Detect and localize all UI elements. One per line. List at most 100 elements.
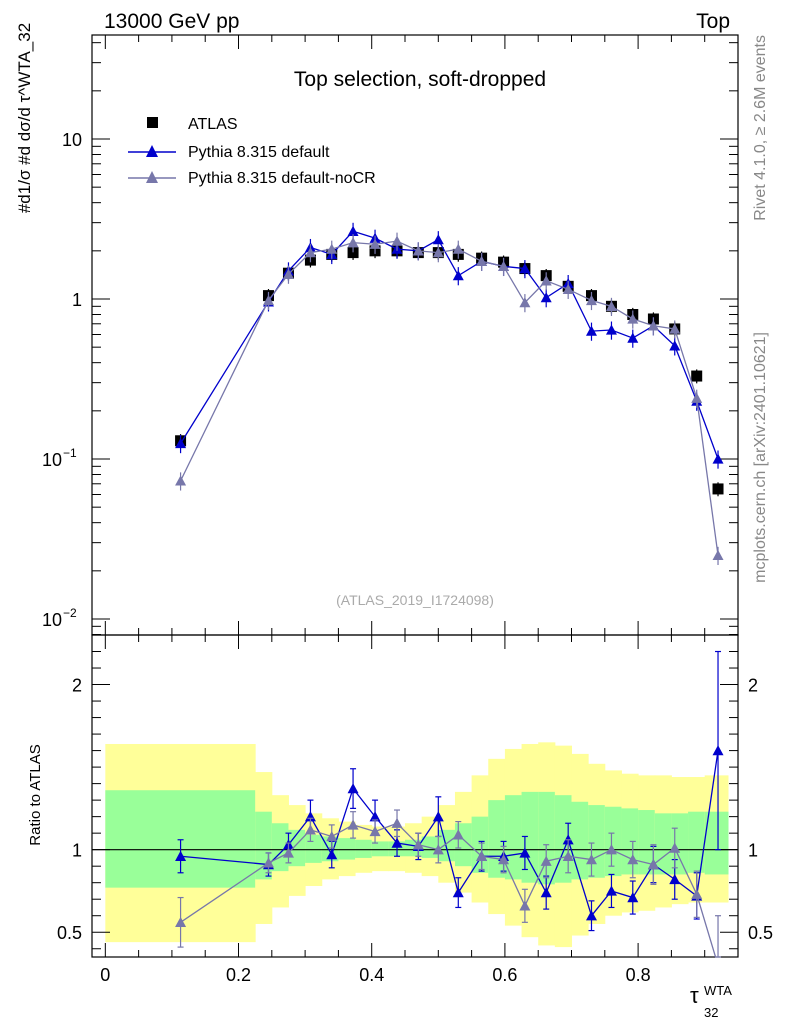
series-line-2 <box>179 240 719 556</box>
point-main-2 <box>432 247 444 258</box>
point-main-2 <box>391 235 403 246</box>
green-band-bin <box>338 838 356 860</box>
green-band-bin <box>654 813 672 875</box>
point-main-1 <box>452 270 464 281</box>
point-main-1 <box>627 332 639 343</box>
point-main-2 <box>669 323 681 334</box>
y-tick-label-ratio: 1 <box>72 841 82 861</box>
y-tick-label-ratio-right: 1 <box>748 841 758 861</box>
point-main-1 <box>432 234 444 245</box>
green-band-bin <box>255 811 273 880</box>
point-main-2 <box>540 275 552 286</box>
point-main-2 <box>647 320 659 331</box>
point-ratio-2 <box>175 916 187 927</box>
green-band-bin <box>688 811 706 873</box>
y-axis-title-ratio: Ratio to ATLAS <box>27 744 44 845</box>
point-main-2 <box>476 255 488 266</box>
legend: ATLAS Pythia 8.315 default Pythia 8.315 … <box>128 116 376 187</box>
y-axis-title-main: #d1/σ #d dσ/d τ^WTA_32 <box>15 23 34 213</box>
green-band-bin <box>471 816 489 873</box>
legend-marker-atlas <box>147 117 158 128</box>
point-ratio-1 <box>669 873 681 885</box>
point-main-1 <box>519 263 531 274</box>
point-ratio-2 <box>304 824 316 835</box>
green-band-bin <box>305 834 323 863</box>
x-axis-title-sub: 32 <box>704 1005 718 1020</box>
point-ratio-2 <box>262 857 274 868</box>
green-band-bin <box>638 810 656 875</box>
point-main-2 <box>712 549 724 561</box>
x-tick-label: 0.6 <box>492 965 517 985</box>
series-line-1 <box>180 230 719 460</box>
point-main-2 <box>369 238 381 249</box>
point-ratio-1 <box>585 910 597 921</box>
point-main-2 <box>412 245 424 256</box>
point-main-1 <box>347 225 359 236</box>
point-ratio-1 <box>519 847 531 858</box>
legend-label-default: Pythia 8.315 default <box>188 144 330 161</box>
point-main-2 <box>691 392 703 403</box>
point-ratio-2 <box>412 839 424 850</box>
point-ratio-1 <box>432 811 444 822</box>
y-tick-label-main: 10 <box>62 130 82 150</box>
point-main-1 <box>669 340 681 351</box>
green-band-bin <box>704 811 729 875</box>
y-tick-label-ratio: 2 <box>72 676 82 696</box>
x-tick-label: 0.2 <box>226 965 251 985</box>
plot-title: Top selection, soft-dropped <box>294 68 546 91</box>
point-main-2 <box>347 237 359 248</box>
y-tick-exponent-main: −1 <box>63 446 77 460</box>
point-ratio-2 <box>347 819 359 830</box>
ratio-plot-frame <box>91 634 739 958</box>
green-band-bin <box>671 813 689 875</box>
point-main-2 <box>282 268 294 279</box>
green-band-bin <box>488 800 506 878</box>
point-ratio-2 <box>519 900 531 911</box>
y-tick-exponent-main: −2 <box>63 606 77 620</box>
point-main-1 <box>175 437 187 449</box>
point-ratio-1 <box>175 850 187 861</box>
green-band-bin <box>521 791 539 883</box>
point-ratio-2 <box>282 847 294 858</box>
green-band-bin <box>604 806 622 877</box>
point-ratio-2 <box>585 854 597 865</box>
point-ratio-2 <box>452 829 464 840</box>
analysis-tag: (ATLAS_2019_I1724098) <box>336 592 494 608</box>
ratio-uncertainty-bands <box>92 742 738 948</box>
point-data <box>691 370 703 382</box>
y-tick-label-main: 10 <box>42 610 62 630</box>
point-ratio-2 <box>369 826 381 837</box>
x-tick-label: 0.4 <box>359 965 384 985</box>
green-band-bin <box>438 829 456 862</box>
y-tick-label-ratio-right: 2 <box>748 676 758 696</box>
point-ratio-2 <box>691 888 703 899</box>
point-ratio-2 <box>562 850 574 861</box>
point-main-2 <box>585 294 597 306</box>
point-ratio-2 <box>432 844 444 855</box>
point-main-1 <box>605 324 617 335</box>
point-data <box>347 247 359 259</box>
point-main-2 <box>304 247 316 258</box>
x-axis-title-base: τ <box>690 983 699 1008</box>
plot-frames <box>91 34 739 958</box>
y-tick-label-ratio-right: 0.5 <box>748 923 773 943</box>
main-plot-marks <box>175 222 724 566</box>
point-main-2 <box>627 313 639 324</box>
green-band-bin <box>571 801 589 880</box>
header-right: Top <box>696 10 730 33</box>
green-band-bin <box>538 791 556 885</box>
point-main-1 <box>585 325 597 336</box>
point-main-1 <box>712 453 724 464</box>
legend-label-nocr: Pythia 8.315 default-noCR <box>188 170 376 187</box>
point-main-2 <box>262 294 274 306</box>
legend-marker-nocr <box>146 171 158 183</box>
green-band-bin <box>355 839 373 858</box>
point-ratio-1 <box>391 837 403 848</box>
y-tick-label-ratio: 0.5 <box>57 923 82 943</box>
rivet-label: Rivet 4.1.0, ≥ 2.6M events <box>752 35 769 221</box>
point-ratio-1 <box>712 745 724 756</box>
y-tick-label-main: 10 <box>42 450 62 470</box>
point-ratio-2 <box>669 842 681 853</box>
